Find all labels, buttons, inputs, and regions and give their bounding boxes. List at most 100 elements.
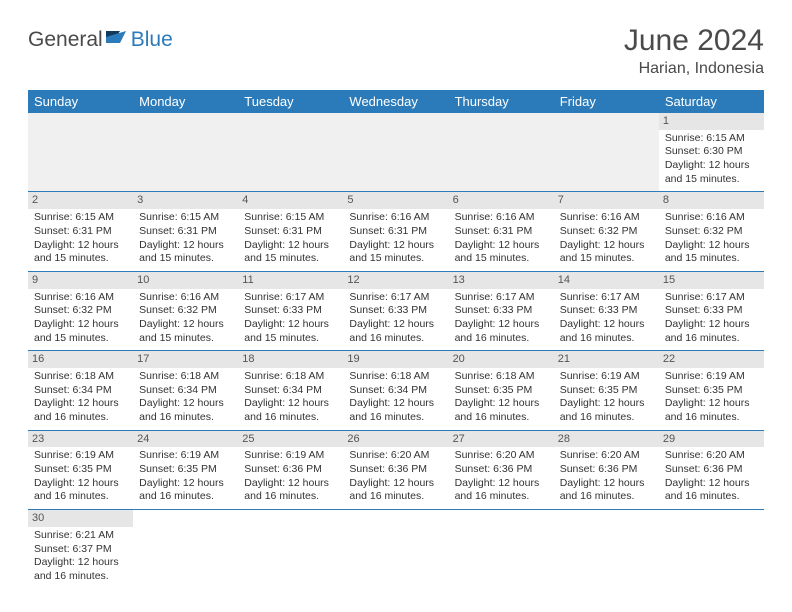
cell-sunset: Sunset: 6:33 PM	[665, 304, 758, 318]
day-number: 14	[554, 272, 659, 289]
cell-daylight1: Daylight: 12 hours	[455, 397, 548, 411]
day-number: 6	[449, 192, 554, 209]
cell-daylight1: Daylight: 12 hours	[560, 318, 653, 332]
header: General Blue June 2024 Harian, Indonesia	[28, 24, 764, 78]
cell-daylight1: Daylight: 12 hours	[139, 318, 232, 332]
day-number: 30	[28, 510, 133, 527]
cell-daylight2: and 16 minutes.	[34, 490, 127, 504]
cell-sunset: Sunset: 6:32 PM	[560, 225, 653, 239]
cell-daylight2: and 15 minutes.	[244, 252, 337, 266]
cell-daylight1: Daylight: 12 hours	[139, 477, 232, 491]
cell-daylight2: and 16 minutes.	[455, 490, 548, 504]
cell-sunrise: Sunrise: 6:18 AM	[455, 370, 548, 384]
cell-sunset: Sunset: 6:34 PM	[349, 384, 442, 398]
calendar-row: 16Sunrise: 6:18 AMSunset: 6:34 PMDayligh…	[28, 351, 764, 430]
day-number: 28	[554, 431, 659, 448]
day-number: 11	[238, 272, 343, 289]
cell-daylight2: and 16 minutes.	[665, 332, 758, 346]
calendar-cell: 30Sunrise: 6:21 AMSunset: 6:37 PMDayligh…	[28, 510, 133, 589]
cell-sunrise: Sunrise: 6:19 AM	[560, 370, 653, 384]
calendar-cell	[238, 510, 343, 589]
calendar-row: 30Sunrise: 6:21 AMSunset: 6:37 PMDayligh…	[28, 510, 764, 589]
weekday-header: Thursday	[449, 90, 554, 113]
cell-daylight2: and 16 minutes.	[560, 411, 653, 425]
page-title: June 2024	[624, 24, 764, 58]
cell-sunrise: Sunrise: 6:16 AM	[665, 211, 758, 225]
cell-sunset: Sunset: 6:33 PM	[244, 304, 337, 318]
cell-daylight1: Daylight: 12 hours	[349, 477, 442, 491]
cell-sunrise: Sunrise: 6:17 AM	[665, 291, 758, 305]
cell-sunset: Sunset: 6:36 PM	[349, 463, 442, 477]
day-number: 17	[133, 351, 238, 368]
cell-sunset: Sunset: 6:32 PM	[665, 225, 758, 239]
calendar-row: 1Sunrise: 6:15 AMSunset: 6:30 PMDaylight…	[28, 113, 764, 192]
cell-daylight1: Daylight: 12 hours	[455, 318, 548, 332]
day-number: 20	[449, 351, 554, 368]
calendar-row: 23Sunrise: 6:19 AMSunset: 6:35 PMDayligh…	[28, 430, 764, 509]
cell-daylight2: and 16 minutes.	[139, 490, 232, 504]
day-number: 10	[133, 272, 238, 289]
day-number: 27	[449, 431, 554, 448]
cell-sunset: Sunset: 6:35 PM	[34, 463, 127, 477]
calendar-cell	[133, 510, 238, 589]
weekday-header: Saturday	[659, 90, 764, 113]
calendar-cell: 14 Sunrise: 6:17 AMSunset: 6:33 PMDayligh…	[554, 271, 659, 350]
calendar-cell: 22Sunrise: 6:19 AMSunset: 6:35 PMDayligh…	[659, 351, 764, 430]
calendar-cell: 10Sunrise: 6:16 AMSunset: 6:32 PMDayligh…	[133, 271, 238, 350]
cell-daylight1: Daylight: 12 hours	[455, 239, 548, 253]
cell-sunset: Sunset: 6:35 PM	[665, 384, 758, 398]
calendar-cell: 23Sunrise: 6:19 AMSunset: 6:35 PMDayligh…	[28, 430, 133, 509]
day-number: 13	[449, 272, 554, 289]
day-number: 25	[238, 431, 343, 448]
calendar-cell: 17Sunrise: 6:18 AMSunset: 6:34 PMDayligh…	[133, 351, 238, 430]
day-number: 2	[28, 192, 133, 209]
cell-sunset: Sunset: 6:34 PM	[139, 384, 232, 398]
cell-sunrise: Sunrise: 6:18 AM	[34, 370, 127, 384]
cell-sunrise: Sunrise: 6:15 AM	[244, 211, 337, 225]
cell-daylight2: and 16 minutes.	[665, 490, 758, 504]
calendar-cell	[449, 113, 554, 192]
cell-sunset: Sunset: 6:33 PM	[349, 304, 442, 318]
cell-daylight2: and 16 minutes.	[560, 490, 653, 504]
cell-daylight2: and 16 minutes.	[244, 490, 337, 504]
cell-daylight2: and 15 minutes.	[34, 332, 127, 346]
cell-sunset: Sunset: 6:36 PM	[560, 463, 653, 477]
cell-daylight2: and 15 minutes.	[665, 173, 758, 187]
cell-sunrise: Sunrise: 6:19 AM	[139, 449, 232, 463]
cell-daylight1: Daylight: 12 hours	[349, 318, 442, 332]
calendar-row: 9Sunrise: 6:16 AMSunset: 6:32 PMDaylight…	[28, 271, 764, 350]
calendar-cell: 19Sunrise: 6:18 AMSunset: 6:34 PMDayligh…	[343, 351, 448, 430]
cell-sunset: Sunset: 6:33 PM	[560, 304, 653, 318]
cell-sunrise: Sunrise: 6:16 AM	[560, 211, 653, 225]
day-number: 9	[28, 272, 133, 289]
day-number: 16	[28, 351, 133, 368]
day-number: 24	[133, 431, 238, 448]
cell-sunset: Sunset: 6:34 PM	[244, 384, 337, 398]
day-number: 5	[343, 192, 448, 209]
cell-daylight2: and 15 minutes.	[139, 332, 232, 346]
calendar-cell	[659, 510, 764, 589]
calendar-cell: 26Sunrise: 6:20 AMSunset: 6:36 PMDayligh…	[343, 430, 448, 509]
cell-daylight1: Daylight: 12 hours	[139, 239, 232, 253]
day-number: 4	[238, 192, 343, 209]
day-number: 29	[659, 431, 764, 448]
cell-daylight2: and 16 minutes.	[349, 490, 442, 504]
cell-daylight1: Daylight: 12 hours	[244, 477, 337, 491]
cell-sunset: Sunset: 6:31 PM	[349, 225, 442, 239]
cell-sunset: Sunset: 6:35 PM	[139, 463, 232, 477]
cell-daylight1: Daylight: 12 hours	[34, 477, 127, 491]
cell-sunset: Sunset: 6:31 PM	[455, 225, 548, 239]
calendar-cell: 2Sunrise: 6:15 AMSunset: 6:31 PMDaylight…	[28, 192, 133, 271]
cell-sunset: Sunset: 6:35 PM	[455, 384, 548, 398]
cell-sunset: Sunset: 6:32 PM	[34, 304, 127, 318]
cell-sunrise: Sunrise: 6:17 AM	[560, 291, 653, 305]
cell-daylight1: Daylight: 12 hours	[349, 397, 442, 411]
cell-sunset: Sunset: 6:36 PM	[244, 463, 337, 477]
cell-daylight1: Daylight: 12 hours	[349, 239, 442, 253]
cell-daylight2: and 16 minutes.	[139, 411, 232, 425]
cell-daylight1: Daylight: 12 hours	[665, 239, 758, 253]
calendar-cell: 1Sunrise: 6:15 AMSunset: 6:30 PMDaylight…	[659, 113, 764, 192]
calendar-cell: 12Sunrise: 6:17 AMSunset: 6:33 PMDayligh…	[343, 271, 448, 350]
cell-sunrise: Sunrise: 6:18 AM	[139, 370, 232, 384]
cell-sunrise: Sunrise: 6:16 AM	[455, 211, 548, 225]
